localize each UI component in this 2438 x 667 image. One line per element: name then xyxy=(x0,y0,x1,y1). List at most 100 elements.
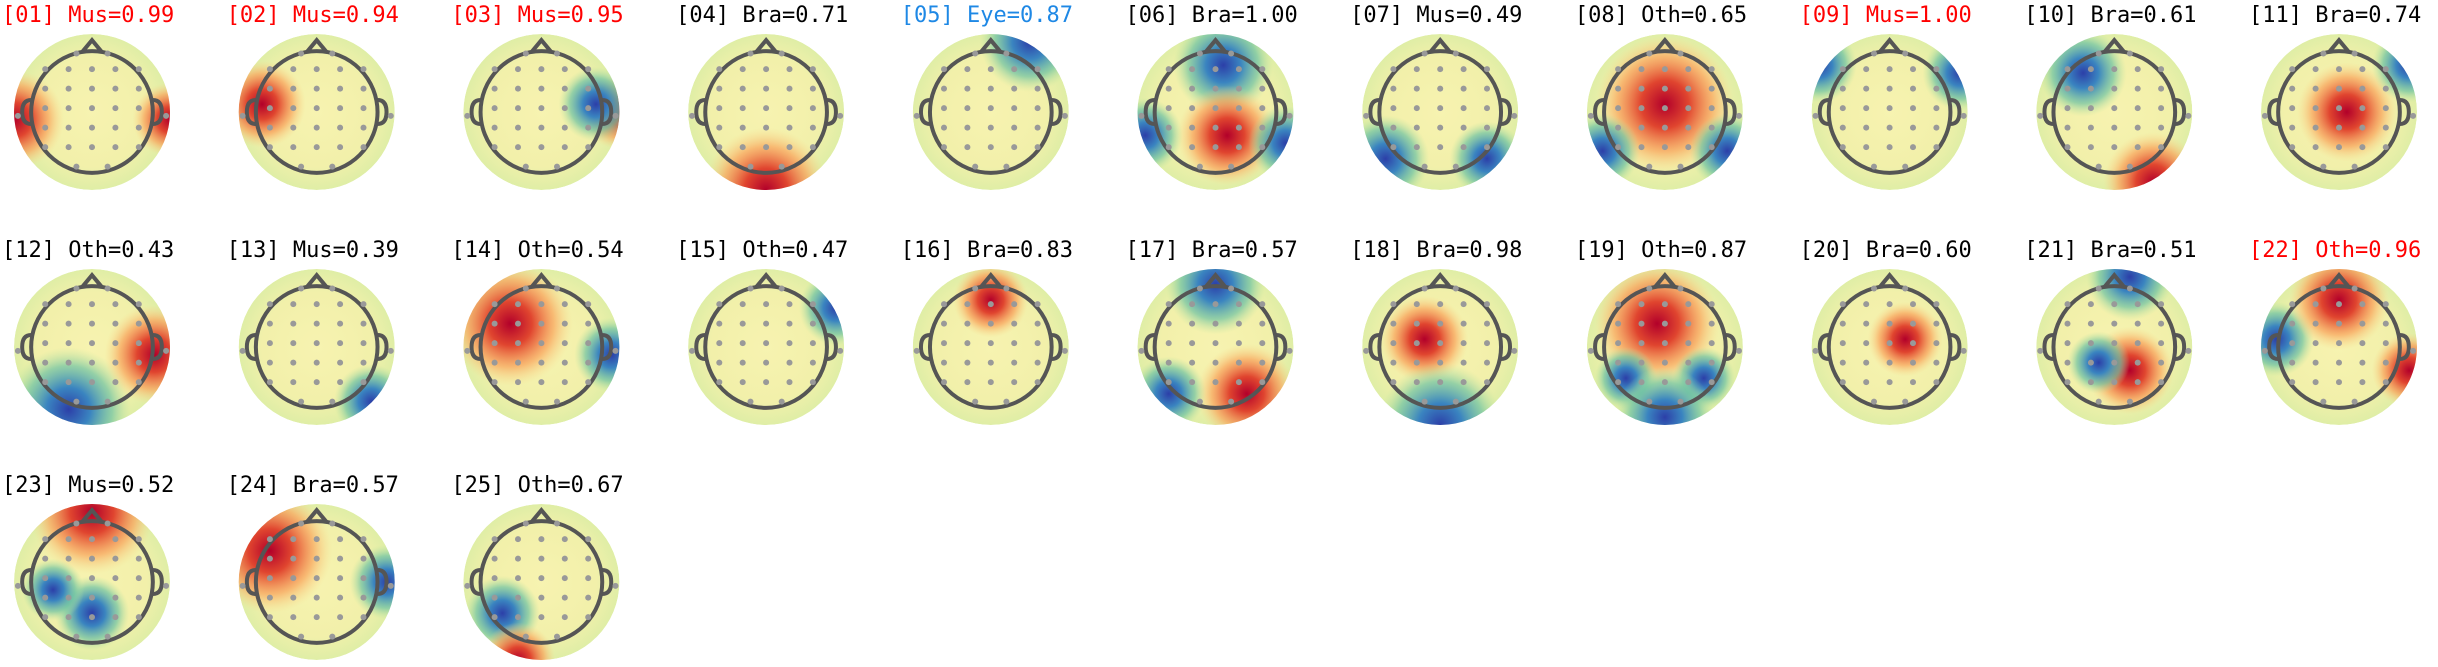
map-blob xyxy=(1614,367,1715,425)
electrode xyxy=(313,85,320,92)
right-ear xyxy=(2399,98,2411,126)
electrode xyxy=(1228,398,1235,405)
electrode xyxy=(1034,105,1041,112)
electrode xyxy=(1061,347,1068,354)
left-ear xyxy=(20,98,32,126)
electrode xyxy=(290,359,297,366)
electrode xyxy=(585,340,592,347)
electrode xyxy=(1259,66,1266,73)
map-blob xyxy=(1922,35,1968,111)
electrode xyxy=(2064,359,2071,366)
electrode xyxy=(329,163,336,170)
electrode xyxy=(135,105,142,112)
electrode xyxy=(135,144,142,151)
electrode xyxy=(135,575,142,582)
electrode xyxy=(2111,85,2118,92)
electrode xyxy=(2336,301,2342,308)
electrode xyxy=(1871,50,1877,57)
electrode xyxy=(329,520,336,527)
electrode xyxy=(2037,347,2044,354)
electrode xyxy=(987,144,994,151)
electrode xyxy=(1638,320,1645,327)
electrode xyxy=(360,359,367,366)
left-ear xyxy=(2042,98,2054,126)
nose xyxy=(754,37,778,54)
topomap: [16] Bra=0.83 xyxy=(901,238,1073,425)
nose xyxy=(1878,37,1902,54)
electrode xyxy=(266,594,273,601)
electrode xyxy=(42,614,49,621)
electrode xyxy=(1235,301,1242,308)
electrode xyxy=(1910,320,1916,327)
component-title: [01] Mus=0.99 xyxy=(2,3,174,28)
electrode xyxy=(313,379,320,386)
component-title: [12] Oth=0.43 xyxy=(2,238,174,263)
electrode xyxy=(809,301,816,308)
electrode xyxy=(65,85,72,92)
electrode xyxy=(2095,285,2102,292)
electrode xyxy=(2134,124,2141,131)
electrode xyxy=(1413,379,1420,386)
electrode xyxy=(14,582,21,589)
electrode xyxy=(1484,85,1490,92)
electrode xyxy=(2351,50,2358,57)
electrode xyxy=(561,379,568,386)
electrode xyxy=(360,66,367,73)
electrode xyxy=(778,163,785,170)
electrode xyxy=(1646,398,1653,405)
electrode xyxy=(747,398,754,405)
electrode xyxy=(2087,66,2094,73)
electrode xyxy=(337,575,344,582)
electrode xyxy=(1165,66,1172,73)
electrode xyxy=(809,359,816,366)
electrode xyxy=(290,144,297,151)
electrode xyxy=(1863,340,1870,347)
electrode xyxy=(1460,85,1467,92)
electrode xyxy=(1685,85,1692,92)
electrode xyxy=(612,347,619,354)
electrode xyxy=(515,320,521,327)
topomap: [02] Mus=0.94 xyxy=(227,3,399,190)
topomap: [07] Mus=0.49 xyxy=(1350,3,1522,190)
electrode xyxy=(2382,320,2389,327)
electrode xyxy=(1011,359,1018,366)
component-title: [05] Eye=0.87 xyxy=(901,3,1073,28)
electrode xyxy=(112,614,119,621)
electrode xyxy=(337,614,344,621)
electrode xyxy=(65,575,72,582)
electrode xyxy=(538,105,545,112)
electrode xyxy=(716,359,723,366)
electrode xyxy=(42,575,49,582)
electrode xyxy=(1736,347,1742,354)
electrode xyxy=(1484,105,1490,112)
electrode xyxy=(964,320,971,327)
electrode xyxy=(522,285,529,292)
electrode xyxy=(837,112,844,119)
electrode xyxy=(778,285,785,292)
electrode xyxy=(987,301,994,308)
right-ear xyxy=(1725,98,1737,126)
electrode xyxy=(964,66,971,73)
electrode xyxy=(538,594,545,601)
electrode xyxy=(515,340,521,347)
map-fill xyxy=(463,34,620,190)
electrode xyxy=(2320,50,2327,57)
electrode xyxy=(65,66,72,73)
electrode xyxy=(2359,85,2366,92)
electrode xyxy=(491,105,498,112)
electrode xyxy=(290,301,297,308)
electrode xyxy=(1189,85,1196,92)
electrode xyxy=(763,301,770,308)
electrode xyxy=(337,536,344,543)
left-ear xyxy=(1143,333,1155,361)
electrode xyxy=(2134,144,2141,151)
electrode xyxy=(2111,66,2118,73)
electrode xyxy=(763,85,770,92)
electrode xyxy=(2111,124,2118,131)
electrode xyxy=(809,66,816,73)
electrode xyxy=(1189,379,1196,386)
electrode xyxy=(987,85,994,92)
electrode xyxy=(2111,105,2118,112)
electrode xyxy=(515,301,521,308)
electrode xyxy=(561,105,568,112)
